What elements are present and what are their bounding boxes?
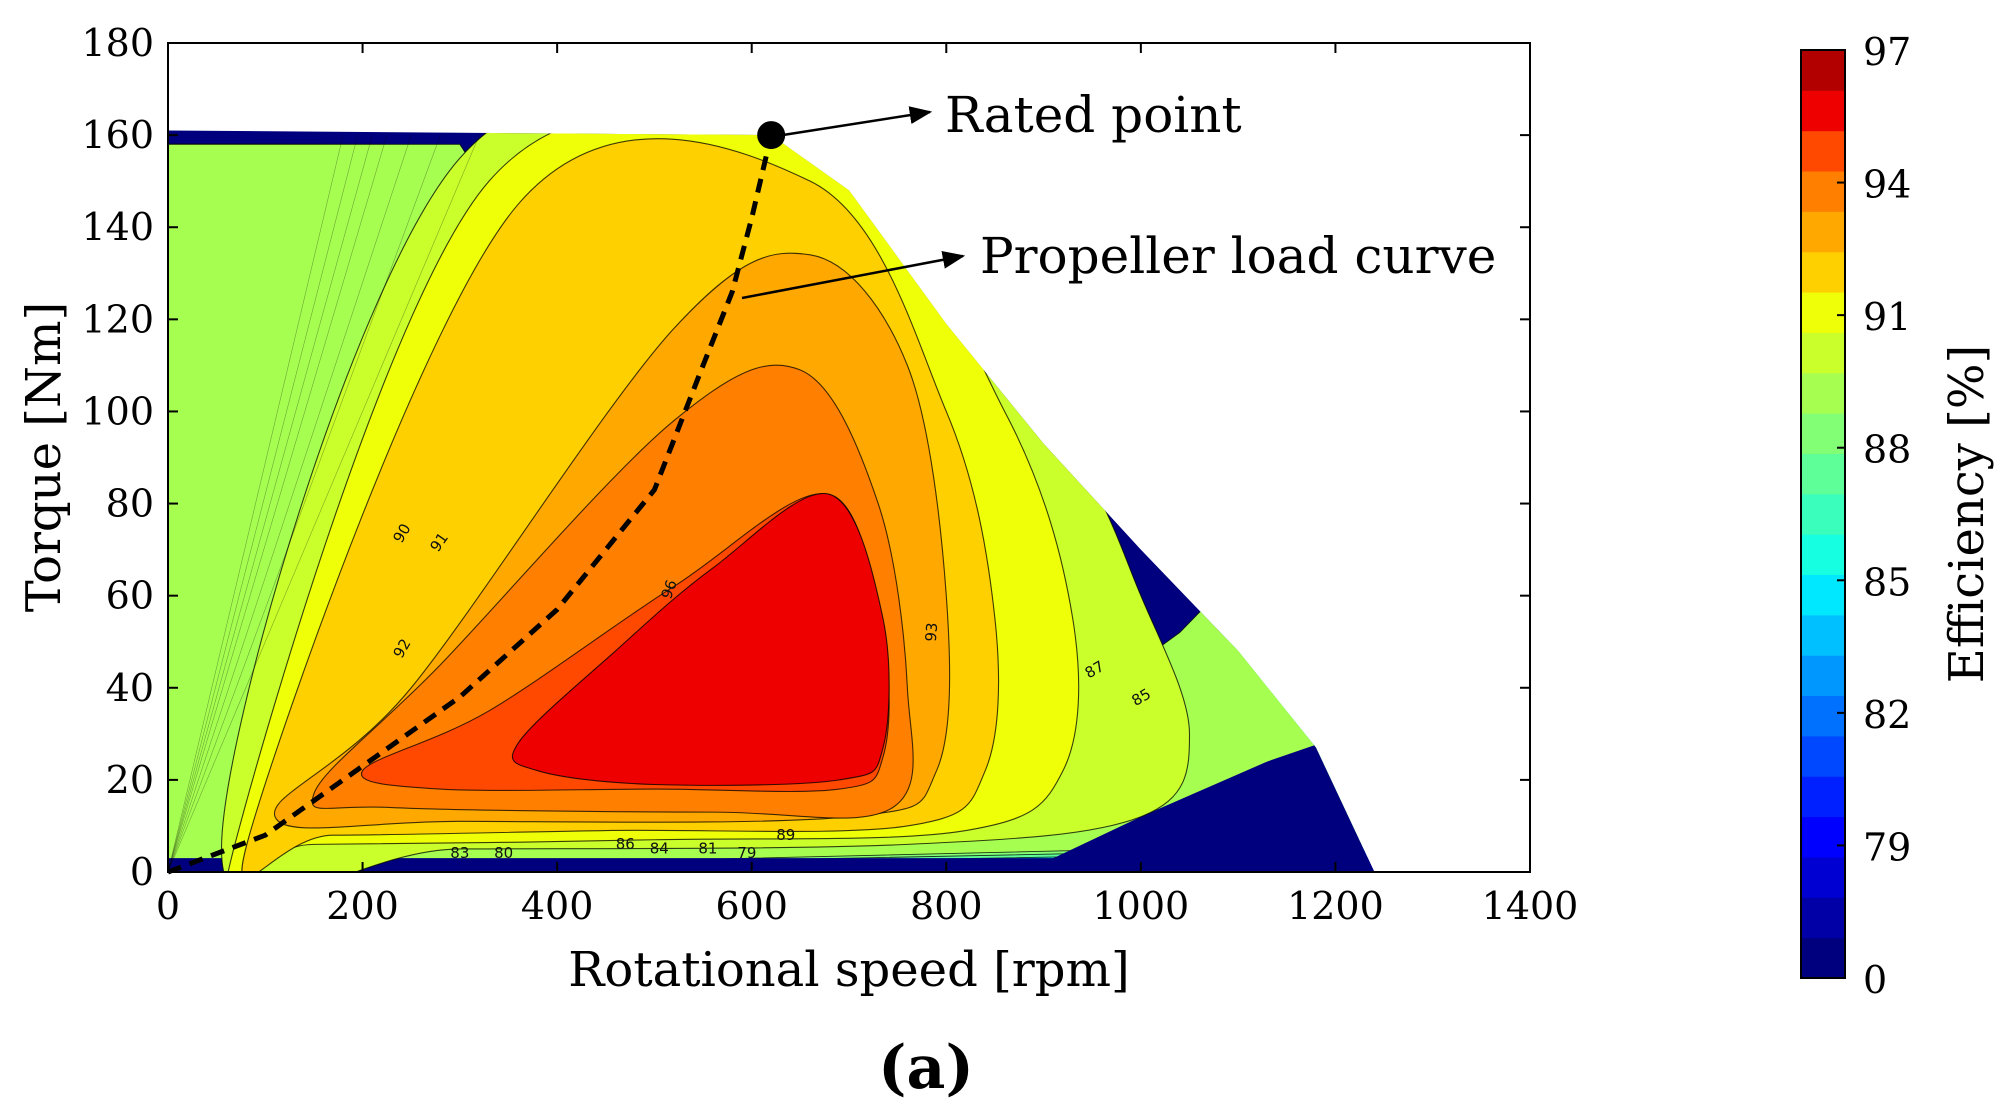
colorbar-segment bbox=[1801, 655, 1845, 697]
x-tick-label: 600 bbox=[715, 884, 788, 928]
y-tick-label: 140 bbox=[81, 205, 154, 249]
x-tick-label: 1000 bbox=[1092, 884, 1189, 928]
contour-label: 79 bbox=[737, 844, 756, 862]
colorbar-segment bbox=[1801, 251, 1845, 293]
contour-line bbox=[168, 135, 344, 872]
colorbar-tick-label: 94 bbox=[1863, 163, 1911, 207]
peak-efficiency-region bbox=[512, 492, 890, 786]
colorbar-segment bbox=[1801, 453, 1845, 495]
colorbar-segment bbox=[1801, 856, 1845, 898]
y-tick-label: 100 bbox=[81, 389, 154, 433]
y-axis-label: Torque [Nm] bbox=[16, 302, 72, 612]
band-high-speed-low bbox=[1024, 687, 1375, 872]
y-axis: 0 20 40 60 80 100 120 140 160 180 bbox=[81, 21, 1530, 894]
load-curve-annotation: Propeller load curve bbox=[980, 227, 1496, 285]
contour-label: 80 bbox=[494, 844, 513, 862]
contour-line bbox=[168, 135, 441, 872]
y-tick-label: 80 bbox=[106, 482, 154, 526]
x-tick-label: 1200 bbox=[1287, 884, 1384, 928]
colorbar-tick-label: 82 bbox=[1863, 693, 1911, 737]
colorbar-segment bbox=[1801, 372, 1845, 414]
y-tick-label: 0 bbox=[130, 850, 154, 894]
contour-label: 83 bbox=[450, 844, 469, 862]
colorbar-tick-label: 0 bbox=[1863, 958, 1887, 1002]
colorbar-segment bbox=[1801, 574, 1845, 616]
colorbar-tick-label: 91 bbox=[1863, 295, 1911, 339]
y-tick-label: 120 bbox=[81, 297, 154, 341]
colorbar-label: Efficiency [%] bbox=[1939, 345, 1995, 683]
rated-point-arrow bbox=[782, 106, 933, 137]
colorbar-segment bbox=[1801, 292, 1845, 333]
colorbar-segment bbox=[1801, 695, 1845, 737]
contour-label: 86 bbox=[616, 835, 635, 853]
colorbar-segment bbox=[1801, 332, 1845, 374]
colorbar-segment bbox=[1801, 90, 1845, 132]
x-tick-label: 1400 bbox=[1482, 884, 1579, 928]
colorbar-segment bbox=[1801, 211, 1845, 253]
x-tick-label: 800 bbox=[910, 884, 983, 928]
colorbar-segment bbox=[1801, 937, 1845, 979]
colorbar-segment bbox=[1801, 897, 1845, 939]
colorbar-tick-label: 79 bbox=[1863, 825, 1911, 869]
colorbar-segment bbox=[1801, 171, 1845, 212]
contour-label: 81 bbox=[698, 840, 717, 858]
rated-point-marker bbox=[757, 121, 786, 150]
colorbar-frame bbox=[1800, 49, 1846, 979]
colorbar-segment bbox=[1801, 735, 1845, 777]
contour-label: 93 bbox=[922, 622, 942, 643]
colorbar-segment bbox=[1801, 776, 1845, 818]
contour-label: 84 bbox=[650, 840, 669, 858]
colorbar-segment bbox=[1801, 816, 1845, 858]
colorbar-tick-label: 97 bbox=[1863, 30, 1911, 74]
contour-label: 96 bbox=[657, 577, 680, 601]
x-tick-label: 0 bbox=[156, 884, 180, 928]
x-tick-label: 200 bbox=[326, 884, 399, 928]
y-tick-label: 160 bbox=[81, 113, 154, 157]
plot-frame bbox=[167, 42, 1531, 873]
x-tick-label: 400 bbox=[521, 884, 594, 928]
colorbar: 0 79 82 85 88 91 94 97 Efficiency [%] bbox=[1800, 30, 1995, 1002]
contour-line bbox=[168, 135, 373, 872]
colorbar-segment bbox=[1801, 534, 1845, 576]
contour-line bbox=[168, 134, 480, 872]
x-axis: 0 200 400 600 800 1000 1200 1400 bbox=[156, 43, 1578, 928]
colorbar-segment bbox=[1801, 50, 1845, 91]
colorbar-segment bbox=[1801, 493, 1845, 535]
panel-label: (a) bbox=[878, 1033, 974, 1103]
colorbar-segment bbox=[1801, 614, 1845, 656]
propeller-load-curve bbox=[167, 134, 774, 875]
y-tick-label: 20 bbox=[106, 758, 154, 802]
colorbar-segment bbox=[1801, 130, 1845, 172]
contour-line bbox=[168, 135, 412, 872]
x-axis-label: Rotational speed [rpm] bbox=[568, 942, 1129, 998]
y-tick-label: 60 bbox=[106, 574, 154, 618]
y-tick-label: 40 bbox=[106, 666, 154, 710]
load-curve-arrow bbox=[741, 250, 966, 300]
rated-point-annotation: Rated point bbox=[945, 86, 1242, 144]
contour-label: 89 bbox=[776, 826, 795, 844]
colorbar-tick-label: 88 bbox=[1863, 428, 1911, 472]
colorbar-tick-label: 85 bbox=[1863, 560, 1911, 604]
contour-line bbox=[168, 135, 388, 872]
y-tick-label: 180 bbox=[81, 21, 154, 65]
contour-line bbox=[168, 135, 358, 872]
